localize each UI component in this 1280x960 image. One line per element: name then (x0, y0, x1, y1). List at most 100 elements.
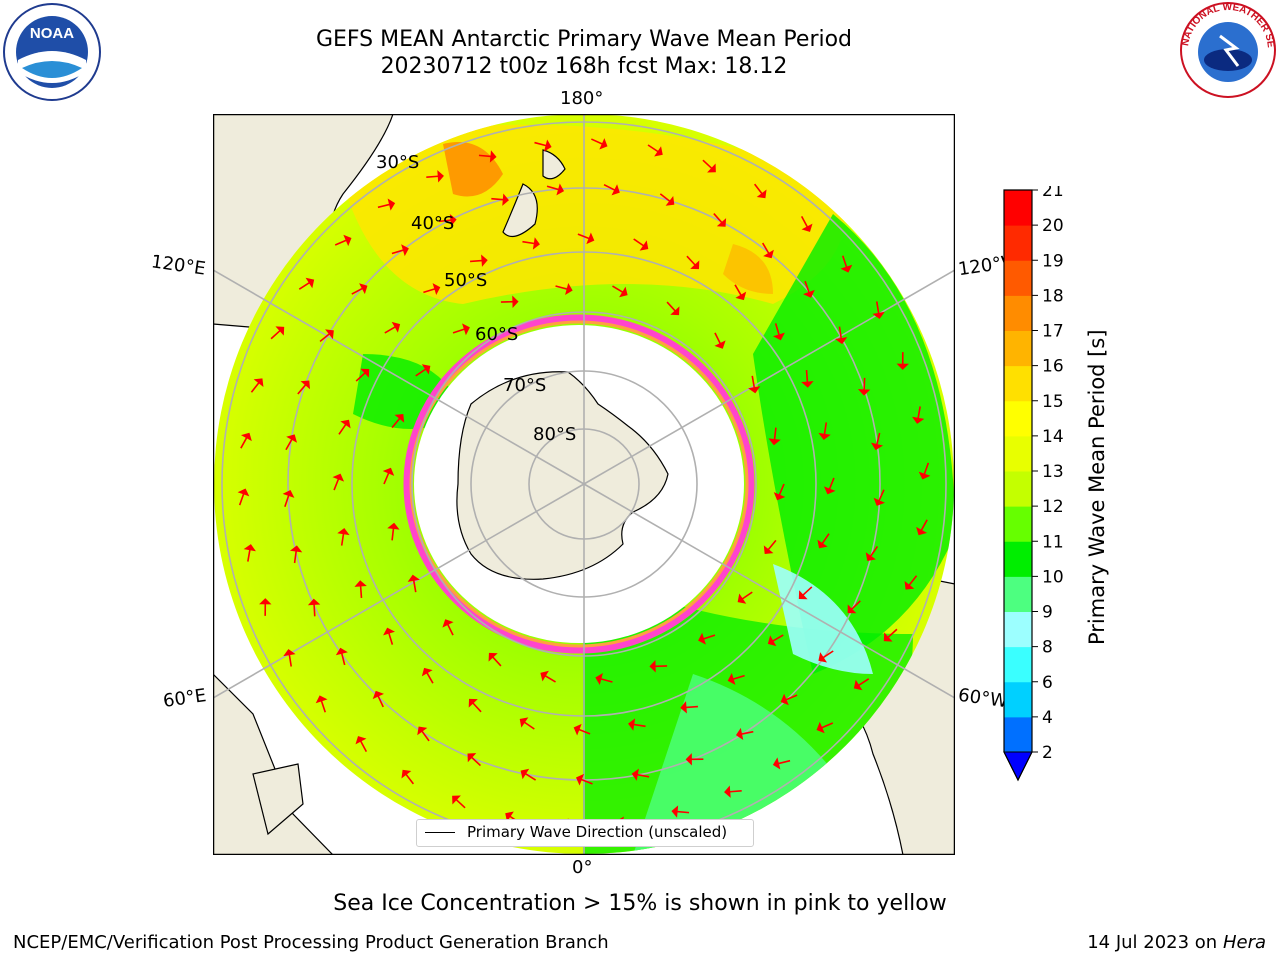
polar-map (213, 114, 955, 855)
wave-arrow-head (724, 785, 731, 798)
wave-arrow-head (359, 283, 368, 295)
colorbar-segment (1004, 646, 1032, 683)
legend-label: Primary Wave Direction (unscaled) (467, 823, 728, 841)
wave-arrow-head (685, 753, 692, 766)
noaa-logo-text: NOAA (30, 25, 74, 42)
wave-arrow-shaft (297, 384, 307, 395)
wave-arrow-shaft (703, 634, 716, 640)
wave-arrow-head (883, 632, 893, 642)
colorbar-extend-arrow (1003, 751, 1033, 782)
legend-line-swatch (425, 832, 455, 833)
madagascar-landmass (252, 763, 304, 836)
wave-arrow-shaft (677, 810, 690, 814)
wave-arrow-head (512, 295, 519, 308)
wave-arrow-shaft (633, 723, 646, 728)
lat-label-40s: 40°S (411, 213, 455, 234)
wave-arrow-shaft (438, 219, 452, 223)
wave-arrow-shaft (555, 285, 568, 290)
chart-title: GEFS MEAN Antarctic Primary Wave Mean Pe… (315, 27, 853, 52)
colorbar-tick-label: 4 (1042, 708, 1053, 728)
sea-ice-footnote: Sea Ice Concentration > 15% is shown in … (333, 891, 947, 916)
wave-arrow-head (343, 234, 352, 247)
colorbar-segment (1004, 365, 1032, 402)
wave-arrow-head (243, 544, 256, 552)
wave-arrow-shaft (426, 672, 434, 684)
wave-arrow-shaft (778, 759, 791, 765)
wave-arrow-shaft (805, 370, 809, 383)
wave-arrow-shaft (838, 326, 843, 339)
wave-arrow-shaft (821, 722, 834, 729)
wave-arrow-head (773, 492, 786, 501)
wave-arrow-shaft (320, 700, 327, 713)
wave-arrow-head (505, 811, 514, 822)
colorbar-segment (1004, 611, 1032, 648)
wave-arrow-head (565, 282, 573, 295)
wave-arrow-head (325, 329, 334, 340)
wave-arrow-shaft (284, 495, 290, 508)
colorbar-tick-label: 12 (1042, 497, 1064, 517)
wave-arrow-shaft (452, 328, 465, 334)
wave-arrow-shaft (887, 628, 898, 638)
colorbar-tick-label: 11 (1042, 532, 1064, 552)
colorbar-tick-label: 18 (1042, 286, 1064, 306)
wave-arrow-shaft (355, 372, 366, 382)
wave-arrow-head (698, 632, 706, 645)
wave-arrow-shaft (761, 242, 770, 254)
wave-arrow-shaft (802, 586, 813, 596)
wave-arrow-head (383, 627, 395, 636)
wave-direction-arrows (237, 138, 931, 830)
colorbar-tick-label: 16 (1042, 357, 1064, 377)
colorbar-title: Primary Wave Mean Period [s] (1085, 329, 1109, 645)
wave-arrow-head (671, 805, 679, 818)
colorbar-segment (1004, 716, 1032, 753)
wave-arrow-shaft (647, 144, 659, 153)
wave-arrow-shaft (391, 417, 401, 429)
wave-arrow-shaft (778, 483, 785, 496)
wave-arrow-head (283, 649, 296, 657)
wave-arrow-shaft (340, 533, 345, 546)
colorbar-tick-label: 8 (1042, 638, 1053, 658)
wave-arrow-head (763, 545, 774, 555)
wave-arrow-head (773, 332, 785, 341)
wave-arrow-head (468, 698, 478, 708)
map-legend: Primary Wave Direction (unscaled) (416, 819, 754, 847)
wave-arrow-shaft (920, 519, 928, 531)
lat-label-60s: 60°S (475, 324, 519, 345)
wave-arrow-head (840, 264, 853, 273)
wave-arrow-shaft (767, 539, 777, 551)
wave-arrow-shaft (578, 728, 591, 735)
wave-arrow-shaft (851, 600, 861, 610)
run-date-credit: 14 Jul 2023 on Hera (1087, 932, 1266, 953)
wave-arrow-shaft (753, 183, 763, 195)
wave-arrow-head (355, 736, 367, 745)
wave-arrow-shaft (250, 382, 260, 393)
wave-arrow-head (735, 291, 747, 301)
wave-arrow-head (462, 323, 470, 336)
wave-arrow-shaft (878, 489, 885, 502)
run-date: 14 Jul 2023 on (1087, 932, 1218, 953)
wave-arrow-head (289, 545, 303, 553)
wave-arrow-head (853, 679, 863, 691)
wave-arrow-head (240, 432, 252, 442)
wave-arrow-shaft (534, 141, 547, 147)
wave-arrow-head (286, 434, 298, 443)
wave-arrow-head (519, 717, 529, 728)
wave-arrow-head (253, 378, 264, 388)
wave-arrow-shaft (666, 301, 676, 312)
wave-arrow-head (315, 695, 328, 704)
wave-arrow-shaft (841, 255, 848, 268)
wave-arrow-head (556, 183, 565, 196)
wave-arrow-head (488, 652, 498, 662)
wave-arrow-head (237, 488, 250, 497)
wave-arrow-head (801, 381, 814, 388)
wave-arrow-head (870, 442, 884, 451)
wave-arrow-shaft (319, 333, 330, 343)
wave-arrow-head (573, 723, 582, 736)
wave-arrow-head (275, 326, 285, 336)
wave-arrow-head (360, 368, 370, 378)
wave-arrow-shaft (637, 773, 650, 778)
wave-arrow-head (382, 467, 395, 476)
wave-arrow-shaft (577, 233, 590, 240)
wave-arrow-shaft (522, 240, 535, 245)
wave-arrow-head (873, 497, 885, 506)
